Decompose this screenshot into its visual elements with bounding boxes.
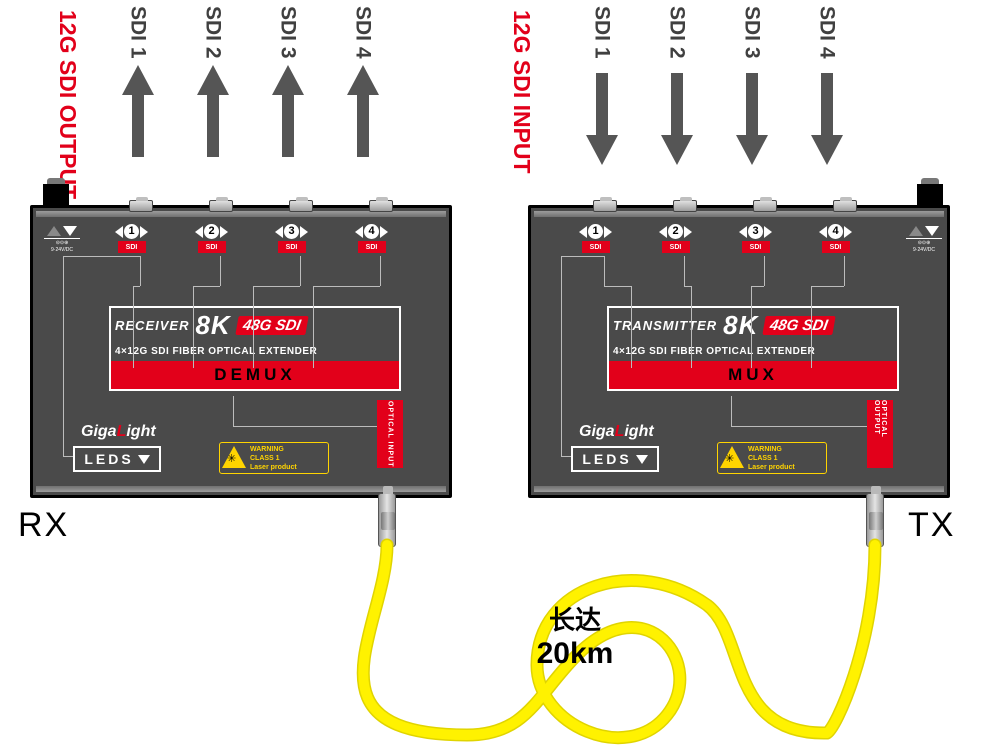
device-role: TRANSMITTER — [613, 318, 717, 333]
chevron-down-icon — [636, 455, 648, 464]
bandwidth-badge: 48G SDI — [763, 316, 836, 335]
port-number-tab: 3SDI — [739, 224, 772, 253]
mux-bar: MUX — [609, 361, 897, 389]
power-voltage: 9·24V/DC — [51, 247, 73, 253]
bnc-port — [129, 200, 153, 212]
device-subtitle: 4×12G SDI FIBER OPTICAL EXTENDER — [613, 346, 815, 357]
port-number-tab: 1SDI — [115, 224, 148, 253]
bnc-port — [593, 200, 617, 212]
sdi-label: SDI 2 — [201, 6, 225, 59]
output-label: 12G SDI OUTPUT — [54, 10, 81, 199]
sdi-label: SDI 3 — [276, 6, 300, 59]
port-number-tab: 4SDI — [819, 224, 852, 253]
port-number-tab: 1SDI — [579, 224, 612, 253]
arrow-up-icon — [120, 65, 156, 170]
chevron-down-icon — [138, 455, 150, 464]
sdi-label: SDI 2 — [665, 6, 689, 59]
tx-caption: TX — [908, 506, 955, 545]
brand-label: GigaLight — [81, 423, 156, 441]
arrow-down-icon — [734, 65, 770, 170]
input-label: 12G SDI INPUT — [508, 10, 535, 174]
power-indicator: ⊝⊙⊕9·24V/DC — [903, 226, 945, 254]
port-number-tab: 2SDI — [195, 224, 228, 253]
arrow-down-icon — [809, 65, 845, 170]
bnc-port — [209, 200, 233, 212]
brand-label: GigaLight — [579, 423, 654, 441]
power-jack — [43, 184, 69, 208]
port-number-tab: 3SDI — [275, 224, 308, 253]
fibre-connector-icon — [378, 493, 396, 547]
bnc-port — [369, 200, 393, 212]
sdi-label: SDI 4 — [815, 6, 839, 59]
device-subtitle: 4×12G SDI FIBER OPTICAL EXTENDER — [115, 346, 317, 357]
resolution-label: 8K — [723, 310, 758, 341]
power-jack — [917, 184, 943, 208]
arrow-down-icon — [584, 65, 620, 170]
optical-port-label: OPTICAL OUTPUT — [867, 400, 893, 468]
sdi-label: SDI 4 — [351, 6, 375, 59]
rx-caption: RX — [18, 506, 69, 545]
bnc-port — [289, 200, 313, 212]
device-role: RECEIVER — [115, 318, 189, 333]
leds-label: LEDS — [73, 446, 161, 472]
power-voltage: 9·24V/DC — [913, 247, 935, 253]
resolution-label: 8K — [195, 310, 230, 341]
distance-label: 长达20km — [495, 555, 655, 715]
sdi-label: SDI 3 — [740, 6, 764, 59]
sdi-label: SDI 1 — [126, 6, 150, 59]
sdi-arrow-group: SDI 1 SDI 2 SDI 3 SDI 4 — [564, 6, 864, 170]
arrow-up-icon — [270, 65, 306, 170]
mux-bar: DEMUX — [111, 361, 399, 389]
arrow-down-icon — [659, 65, 695, 170]
port-number-tab: 2SDI — [659, 224, 692, 253]
transmitter-device: ⊝⊙⊕9·24V/DC 1SDI 2SDI 3SDI 4SDI TRANSMITTER … — [528, 205, 950, 498]
leds-label: LEDS — [571, 446, 659, 472]
bnc-port — [833, 200, 857, 212]
arrow-up-icon — [345, 65, 381, 170]
arrow-up-icon — [195, 65, 231, 170]
bnc-port — [673, 200, 697, 212]
warning-icon — [720, 446, 744, 470]
bandwidth-badge: 48G SDI — [235, 316, 308, 335]
device-label-board: RECEIVER 8K 48G SDI 4×12G SDI FIBER OPTI… — [109, 306, 401, 391]
device-label-board: TRANSMITTER 8K 48G SDI 4×12G SDI FIBER O… — [607, 306, 899, 391]
warning-icon — [222, 446, 246, 470]
receiver-device: ⊝⊙⊕9·24V/DC 1SDI 2SDI 3SDI 4SDI RECEIVER 8K … — [30, 205, 452, 498]
laser-warning: WARNINGCLASS 1Laser product — [219, 442, 329, 474]
sdi-label: SDI 1 — [590, 6, 614, 59]
sdi-arrow-group: SDI 1 SDI 2 SDI 3 SDI 4 — [100, 6, 400, 170]
optical-port-label: OPTICAL INPUT — [377, 400, 403, 468]
fibre-connector-icon — [866, 493, 884, 547]
port-number-tab: 4SDI — [355, 224, 388, 253]
laser-warning: WARNINGCLASS 1Laser product — [717, 442, 827, 474]
bnc-port — [753, 200, 777, 212]
power-indicator: ⊝⊙⊕9·24V/DC — [41, 226, 83, 254]
